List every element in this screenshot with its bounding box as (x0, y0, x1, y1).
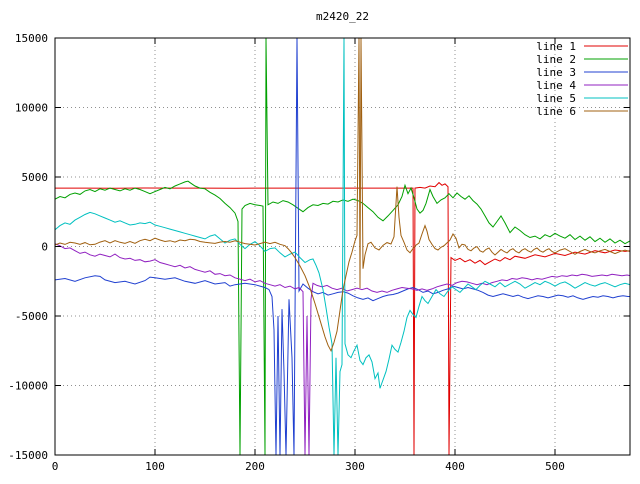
legend-label-line-3: line 3 (536, 66, 576, 79)
series-3-polyline (55, 38, 630, 455)
legend-label-line-4: line 4 (536, 79, 576, 92)
series-1-polyline (55, 181, 630, 455)
x-tick-label: 400 (445, 460, 465, 473)
y-tick-label: 0 (41, 241, 48, 254)
y-tick-label: -5000 (15, 310, 48, 323)
y-tick-label: 10000 (15, 102, 48, 115)
x-tick-label: 100 (145, 460, 165, 473)
series-4-polyline (55, 243, 630, 455)
y-tick-label: -15000 (8, 449, 48, 462)
legend-label-line-5: line 5 (536, 92, 576, 105)
chart-title: m2420_22 (316, 10, 369, 23)
legend-label-line-6: line 6 (536, 105, 576, 118)
y-tick-label: -10000 (8, 380, 48, 393)
legend-label-line-2: line 2 (536, 53, 576, 66)
x-tick-label: 0 (52, 460, 59, 473)
series-6-polyline (55, 38, 630, 353)
series-5-polyline (55, 38, 630, 455)
x-tick-label: 200 (245, 460, 265, 473)
x-tick-label: 300 (345, 460, 365, 473)
y-tick-label: 15000 (15, 32, 48, 45)
x-tick-label: 500 (545, 460, 565, 473)
legend-label-line-1: line 1 (536, 40, 576, 53)
y-tick-label: 5000 (22, 171, 49, 184)
series-2-polyline (55, 38, 630, 455)
